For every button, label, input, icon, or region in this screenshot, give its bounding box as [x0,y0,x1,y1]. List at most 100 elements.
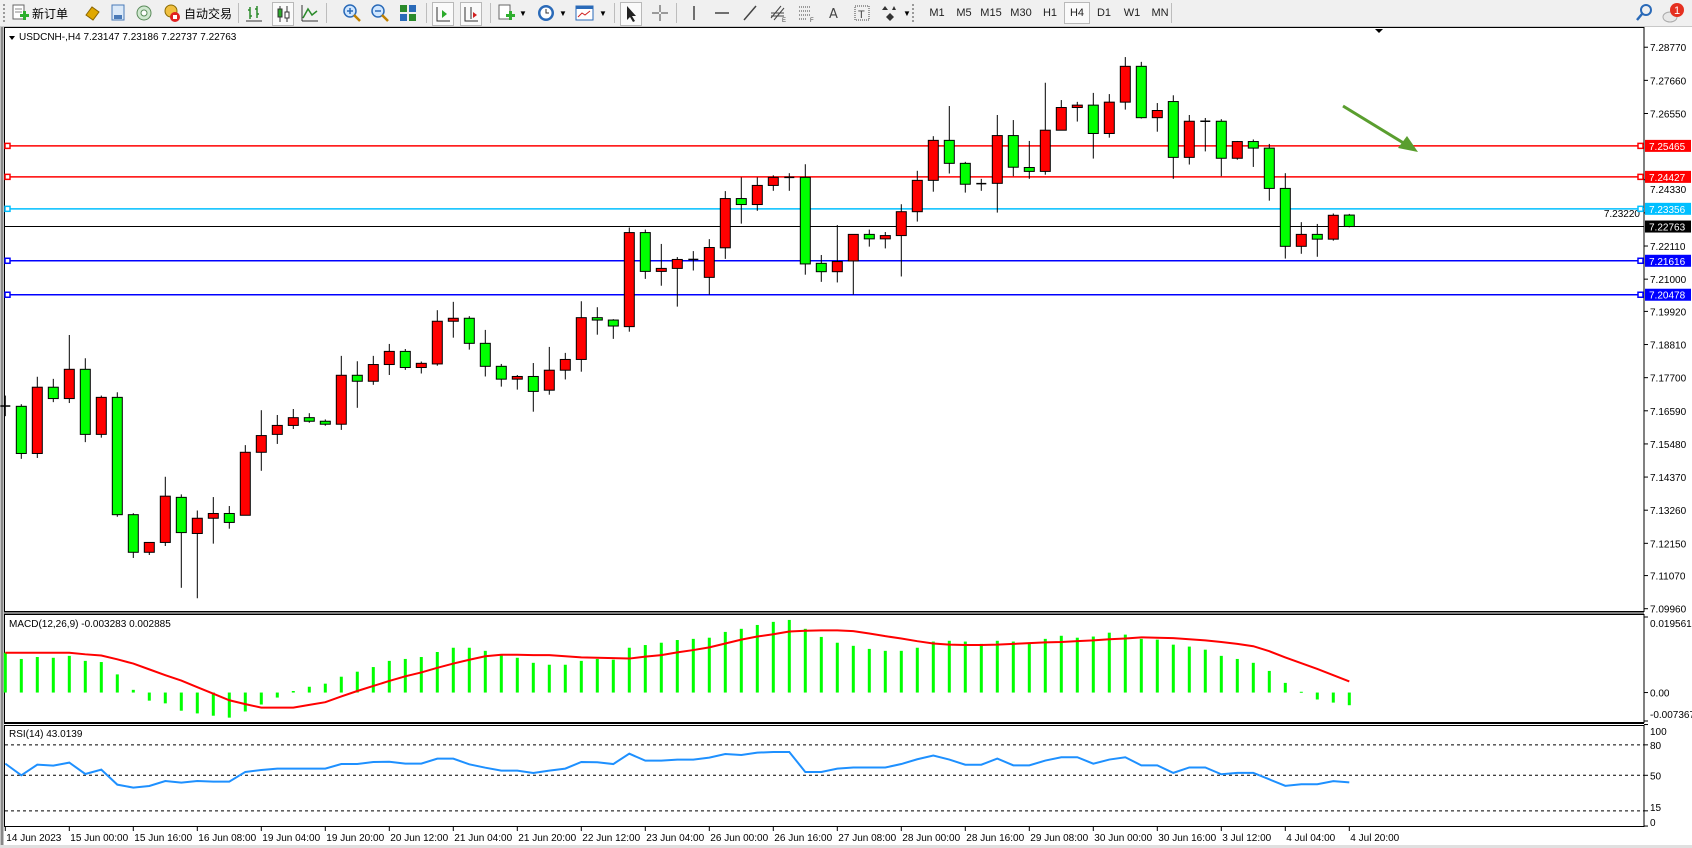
chart-menu-triangle-icon[interactable] [9,36,15,40]
candle-body [1183,120,1195,158]
macd-histogram-bar [1139,638,1143,693]
navigator-button[interactable] [134,2,154,24]
line-handle-right[interactable] [1637,291,1644,298]
candle-body [1055,107,1067,131]
candle-body [815,262,827,273]
toolbar: 新订单 自动交易 ▼ ▼ ▼ E F A T ▼ M1 M5 M15 M30 H1 H4 D… [0,0,1692,27]
macd-histogram-bar [595,658,599,693]
candle-body [495,365,507,380]
vertical-line-button[interactable] [684,2,704,24]
timeframe-mn[interactable]: MN [1151,7,1169,19]
line-handle-right[interactable] [1637,142,1644,150]
candle [655,243,667,286]
macd-histogram-bar [435,651,439,693]
macd-histogram-bar [371,667,375,693]
notification-button[interactable]: 1 [1660,2,1686,24]
toolbar-grip[interactable] [912,4,916,22]
text-label-button[interactable]: T [852,2,872,24]
candle-body [1343,214,1355,228]
candle [1007,120,1019,177]
arrow-down-right-icon[interactable] [1398,136,1418,152]
macd-histogram-bar [1155,639,1159,693]
macd-histogram-bar [979,643,983,693]
candle-body [159,495,171,543]
candle-body [47,386,59,400]
timeframe-m5[interactable]: M5 [956,7,972,19]
crosshair-button[interactable] [650,2,670,24]
price-tick-label: 7.14370 [1650,473,1687,484]
auto-scroll-button[interactable] [432,2,454,26]
candle [223,506,235,529]
timeframe-m30[interactable]: M30 [1010,7,1032,19]
line-handle-left[interactable] [4,205,11,213]
price-tick-label: 7.09960 [1650,605,1687,616]
trendline-button[interactable] [740,2,760,24]
candle-body [1023,167,1035,172]
date-label: 22 Jun 12:00 [582,833,640,844]
line-handle-right[interactable] [1637,205,1644,213]
cursor-button[interactable] [620,2,642,26]
candle [623,227,635,332]
auto-trading-button[interactable]: 自动交易 [162,2,232,24]
data-window-button[interactable] [108,2,128,24]
svg-text:F: F [810,18,814,23]
zoom-in-button[interactable] [342,2,362,24]
indicators-button[interactable]: ▼ [496,2,527,24]
candle [335,355,347,430]
macd-histogram-bar [643,645,647,693]
candle [1311,223,1323,257]
zoom-in-icon [343,4,361,22]
templates-button[interactable]: ▼ [574,2,607,24]
market-watch-button[interactable] [82,2,102,24]
text-button[interactable]: A [824,2,844,24]
equidistant-channel-button[interactable]: E [768,2,788,24]
svg-text:E: E [782,18,786,23]
candle-body [751,184,763,206]
candle [143,541,155,555]
periods-button[interactable]: ▼ [536,2,567,24]
macd-histogram-bar [323,683,327,693]
line-handle-left[interactable] [4,142,11,150]
macd-histogram-bar [99,662,103,693]
toolbar-grip[interactable] [3,4,7,22]
candle [671,257,683,307]
timeframe-h4[interactable]: H4 [1064,2,1090,24]
candle-body [511,375,523,380]
periods-icon [538,5,554,21]
candle-body [1263,147,1275,189]
fibonacci-button[interactable]: F [796,2,816,24]
horizontal-line-button[interactable] [712,2,732,24]
candle-body [879,235,891,240]
arrows-button[interactable]: ▼ [880,2,911,24]
bottom-border [0,845,1692,848]
timeframe-h1[interactable]: H1 [1042,7,1058,19]
bar-chart-button[interactable] [244,2,264,24]
candle-body [143,541,155,553]
line-handle-right[interactable] [1637,257,1644,265]
timeframe-d1[interactable]: D1 [1096,7,1112,19]
zoom-out-button[interactable] [370,2,390,24]
line-handle-right[interactable] [1637,173,1644,181]
timeframe-m1[interactable]: M1 [929,7,945,19]
line-handle-left[interactable] [4,257,11,265]
tile-windows-button[interactable] [398,2,418,24]
timeframe-w1[interactable]: W1 [1123,7,1141,19]
timeframe-m15[interactable]: M15 [980,7,1002,19]
candle [1039,82,1051,175]
line-handle-left[interactable] [4,173,11,181]
annotation-arrow-shaft[interactable] [1342,104,1411,149]
chart-shift-marker-icon[interactable] [1375,29,1383,33]
new-order-button[interactable]: 新订单 [10,2,68,24]
macd-histogram-bar [467,647,471,693]
chart-shift-button[interactable] [460,2,482,26]
line-chart-button[interactable] [300,2,320,24]
candle [191,510,203,599]
macd-histogram-bar [179,692,183,711]
line-handle-left[interactable] [4,291,11,298]
candle-body [191,517,203,534]
candlestick-button[interactable] [272,2,294,26]
search-button[interactable] [1634,2,1654,24]
notification-count: 1 [1674,5,1680,17]
macd-histogram-bar [1315,692,1319,700]
